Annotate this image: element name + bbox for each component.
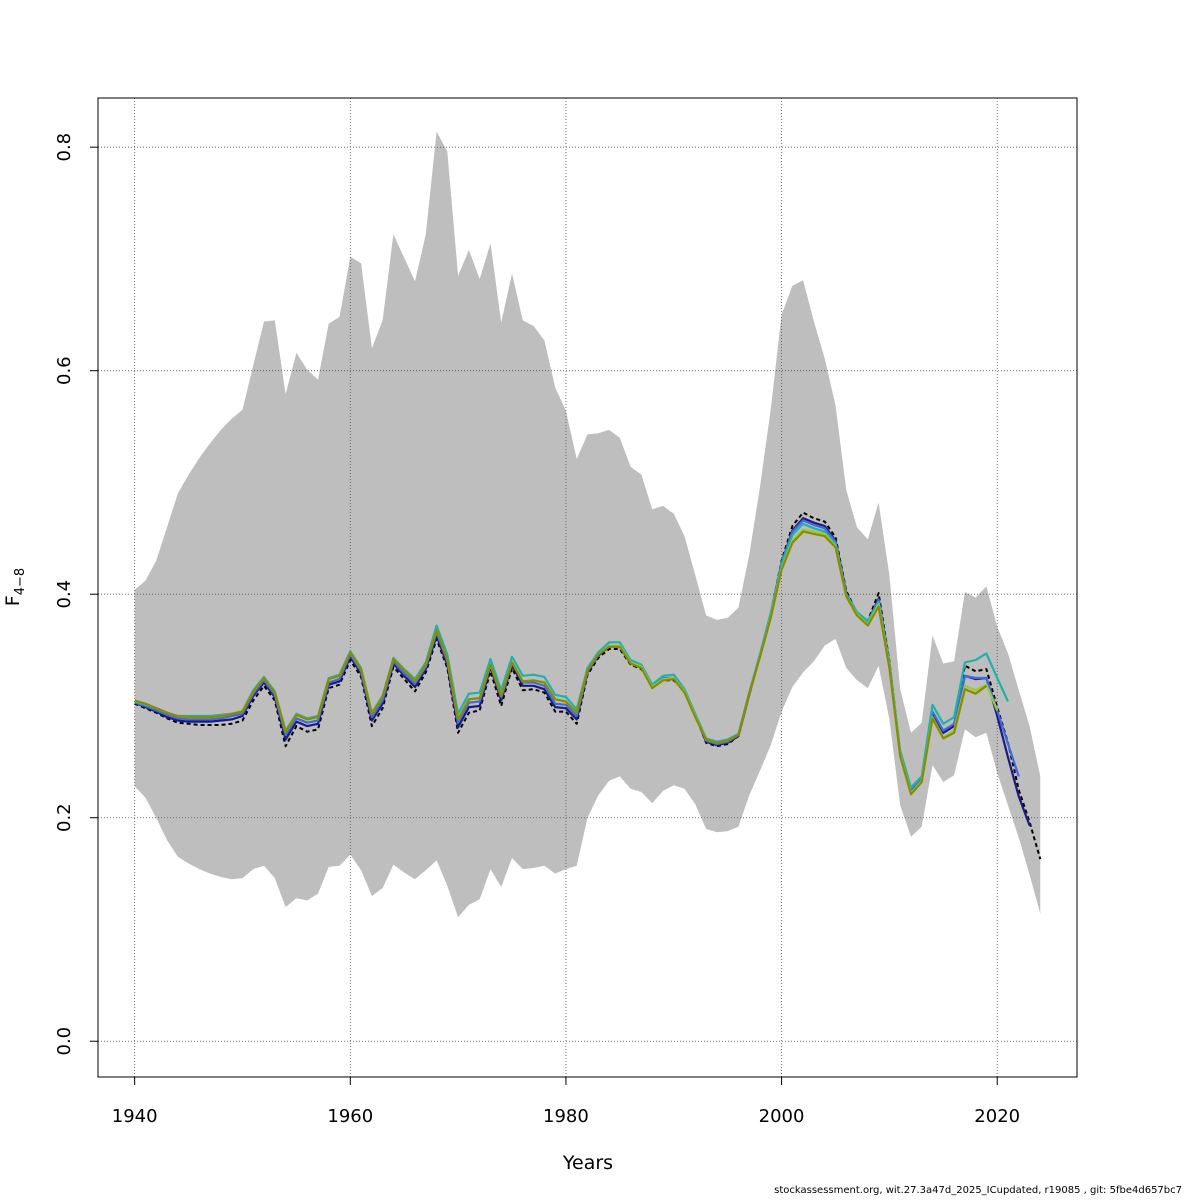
y-axis-label: F4−8 bbox=[2, 568, 28, 606]
confidence-band-layer bbox=[134, 131, 1041, 918]
x-tick-label: 1940 bbox=[112, 1106, 158, 1127]
series-line-6 bbox=[134, 530, 988, 796]
footer-credit: stockassessment.org, wit.27.3a47d_2025_I… bbox=[774, 1185, 1182, 1196]
y-axis-label-main: F bbox=[2, 595, 24, 606]
x-tick-label: 2020 bbox=[974, 1106, 1020, 1127]
y-tick-label: 0.0 bbox=[54, 1027, 75, 1056]
y-tick-label: 0.8 bbox=[54, 133, 75, 162]
confidence-band bbox=[134, 131, 1041, 918]
y-tick-label: 0.6 bbox=[54, 356, 75, 385]
x-tick-label: 2000 bbox=[759, 1106, 805, 1127]
y-axis-label-subscript: 4−8 bbox=[13, 568, 28, 595]
y-tick-label: 0.2 bbox=[54, 803, 75, 832]
plot-frame bbox=[97, 97, 1078, 1078]
x-tick-label: 1960 bbox=[327, 1106, 373, 1127]
svg-text:F4−8: F4−8 bbox=[2, 568, 28, 606]
series-layer bbox=[134, 511, 1042, 860]
x-tick-label: 1980 bbox=[543, 1106, 589, 1127]
axis-layer: 1940 1960 1980 2000 2020 0.0 0.2 0.4 0.6 0.8 bbox=[54, 133, 1020, 1127]
grid-layer bbox=[98, 98, 1077, 1077]
x-axis-label: Years bbox=[562, 1152, 613, 1174]
y-tick-label: 0.4 bbox=[54, 580, 75, 609]
